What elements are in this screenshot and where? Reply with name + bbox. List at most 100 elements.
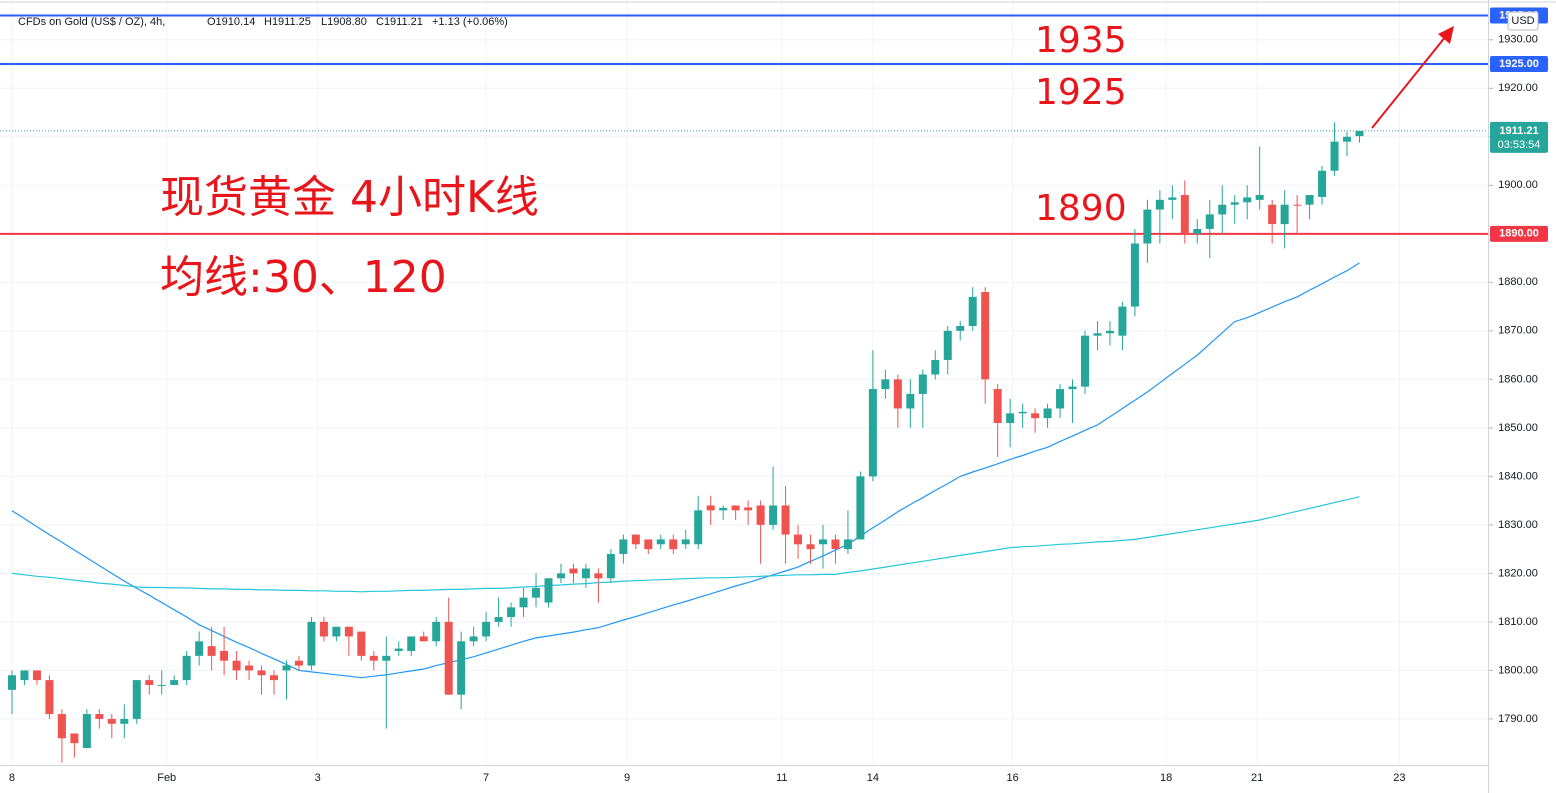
y-tick-label: 1870.00: [1498, 325, 1538, 337]
candle-body: [1118, 306, 1127, 336]
candle-body: [282, 665, 291, 671]
countdown: 03:53:54: [1498, 139, 1541, 151]
candle-body: [656, 539, 665, 545]
candle-body: [457, 641, 466, 695]
candle-body: [1255, 195, 1264, 200]
candle-body: [1168, 197, 1177, 200]
candle-body: [669, 539, 678, 550]
candle-body: [1318, 170, 1327, 197]
candle-body: [444, 621, 453, 695]
candle-body: [594, 573, 603, 579]
candle-body: [1093, 333, 1102, 336]
ohlc-value: C1911.21: [376, 16, 423, 28]
header: CFDs on Gold (US$ / OZ), 4h, O1910.14 H19…: [18, 16, 508, 28]
candle-body: [20, 670, 29, 681]
candle-body: [95, 714, 104, 719]
candle-body: [532, 587, 541, 598]
candle-body: [220, 651, 229, 661]
candle-body: [1006, 413, 1015, 424]
candle-body: [856, 476, 865, 540]
candle-body: [1180, 195, 1189, 234]
candle-body: [357, 631, 366, 656]
candle-body: [332, 626, 341, 637]
y-tick-label: 1810.00: [1498, 616, 1538, 628]
candle-body: [1243, 197, 1252, 203]
ohlc-value: H1911.25: [264, 16, 311, 28]
candle-body: [519, 597, 528, 608]
candle-body: [619, 539, 628, 554]
x-tick-label: 18: [1160, 772, 1172, 784]
candle-body: [507, 607, 516, 618]
candle-body: [232, 660, 241, 671]
candle-body: [931, 359, 940, 375]
x-tick-label: 9: [624, 772, 630, 784]
candle-body: [382, 655, 391, 661]
candle-body: [993, 389, 1002, 424]
candle-body: [644, 539, 653, 550]
candle-body: [170, 680, 179, 685]
y-tick-label: 1880.00: [1498, 276, 1538, 288]
annotation: 现货黄金 4小时K线: [160, 172, 539, 223]
x-tick-label: 16: [1007, 772, 1019, 784]
candle-body: [182, 655, 191, 681]
candle-body: [744, 507, 753, 511]
candle-body: [1305, 195, 1314, 205]
x-tick-label: 21: [1251, 772, 1263, 784]
candle-body: [818, 539, 827, 545]
candle-body: [1056, 389, 1065, 409]
x-tick-label: 23: [1393, 772, 1405, 784]
candle-body: [1193, 228, 1202, 234]
candle-body: [344, 626, 353, 637]
y-tick-label: 1800.00: [1498, 664, 1538, 676]
candle-body: [432, 621, 441, 642]
y-tick-label: 1840.00: [1498, 470, 1538, 482]
arrow-line: [1371, 35, 1447, 129]
candle-body: [494, 617, 503, 622]
candle-body: [107, 718, 116, 724]
x-tick-label: 3: [315, 772, 321, 784]
candle-body: [806, 544, 815, 550]
price-label-box: [1490, 225, 1548, 242]
candle-body: [407, 636, 416, 652]
candle-body: [270, 675, 279, 681]
price-label-box: [1490, 56, 1548, 73]
candle-body: [843, 539, 852, 550]
y-tick-label: 1790.00: [1498, 713, 1538, 725]
price-label: 1890.00: [1499, 228, 1539, 240]
y-tick-label: 1860.00: [1498, 373, 1538, 385]
candle-body: [918, 374, 927, 394]
candle-body: [1280, 204, 1289, 225]
candle-body: [881, 379, 890, 390]
candle-body: [893, 379, 902, 409]
candle-body: [1043, 408, 1052, 419]
x-tick-label: 11: [776, 772, 787, 784]
candle-body: [70, 733, 79, 744]
x-tick-label: 7: [483, 772, 489, 784]
candle-body: [731, 505, 740, 511]
candle-body: [369, 655, 378, 661]
candle-body: [1230, 202, 1239, 205]
candle-body: [132, 680, 141, 719]
symbol-title: CFDs on Gold (US$ / OZ), 4h,: [18, 16, 165, 28]
candle-body: [781, 505, 790, 535]
candle-body: [1105, 330, 1114, 334]
y-tick-label: 1850.00: [1498, 422, 1538, 434]
candle-body: [556, 573, 565, 579]
x-tick-label: Feb: [157, 772, 176, 784]
candle-body: [294, 660, 303, 666]
candle-body: [1080, 335, 1089, 387]
candle-body: [319, 621, 328, 637]
candle-body: [1343, 136, 1352, 142]
candle-body: [1155, 199, 1164, 210]
candle-body: [1068, 386, 1077, 390]
candle-body: [981, 292, 990, 380]
currency: USD: [1511, 15, 1534, 27]
currency-box: [1507, 11, 1539, 31]
candle-body: [207, 646, 216, 656]
candle-body: [694, 510, 703, 545]
ohlc-value: +1.13 (+0.06%): [432, 16, 508, 28]
ohlc-value: L1908.80: [321, 16, 367, 28]
